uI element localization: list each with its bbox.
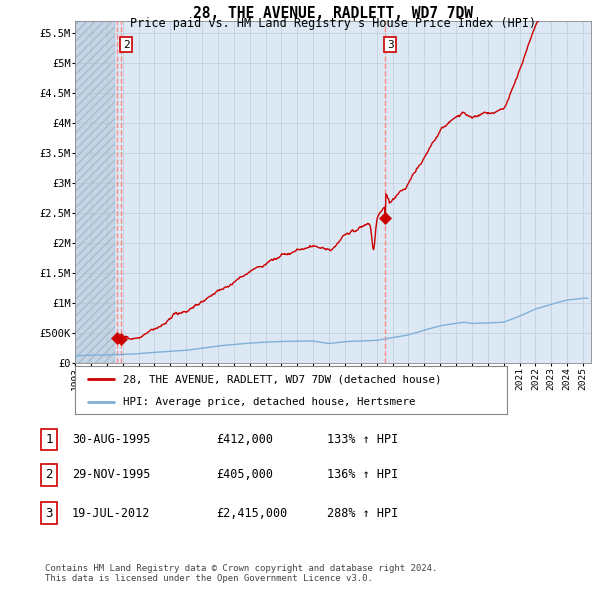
Text: 2: 2	[123, 40, 130, 50]
Text: Contains HM Land Registry data © Crown copyright and database right 2024.
This d: Contains HM Land Registry data © Crown c…	[45, 563, 437, 583]
Text: 28, THE AVENUE, RADLETT, WD7 7DW (detached house): 28, THE AVENUE, RADLETT, WD7 7DW (detach…	[122, 374, 441, 384]
Text: £2,415,000: £2,415,000	[216, 507, 287, 520]
Bar	[75, 21, 115, 363]
Text: 30-AUG-1995: 30-AUG-1995	[72, 433, 151, 446]
Text: 136% ↑ HPI: 136% ↑ HPI	[327, 468, 398, 481]
Text: 2: 2	[46, 468, 53, 481]
Text: 29-NOV-1995: 29-NOV-1995	[72, 468, 151, 481]
Text: 19-JUL-2012: 19-JUL-2012	[72, 507, 151, 520]
Text: £405,000: £405,000	[216, 468, 273, 481]
Text: Price paid vs. HM Land Registry's House Price Index (HPI): Price paid vs. HM Land Registry's House …	[130, 17, 536, 30]
Text: 288% ↑ HPI: 288% ↑ HPI	[327, 507, 398, 520]
Text: 3: 3	[387, 40, 394, 50]
Text: £412,000: £412,000	[216, 433, 273, 446]
Text: 133% ↑ HPI: 133% ↑ HPI	[327, 433, 398, 446]
Text: 28, THE AVENUE, RADLETT, WD7 7DW: 28, THE AVENUE, RADLETT, WD7 7DW	[193, 6, 473, 21]
Text: HPI: Average price, detached house, Hertsmere: HPI: Average price, detached house, Hert…	[122, 397, 415, 407]
Text: 1: 1	[46, 433, 53, 446]
Text: 3: 3	[46, 507, 53, 520]
